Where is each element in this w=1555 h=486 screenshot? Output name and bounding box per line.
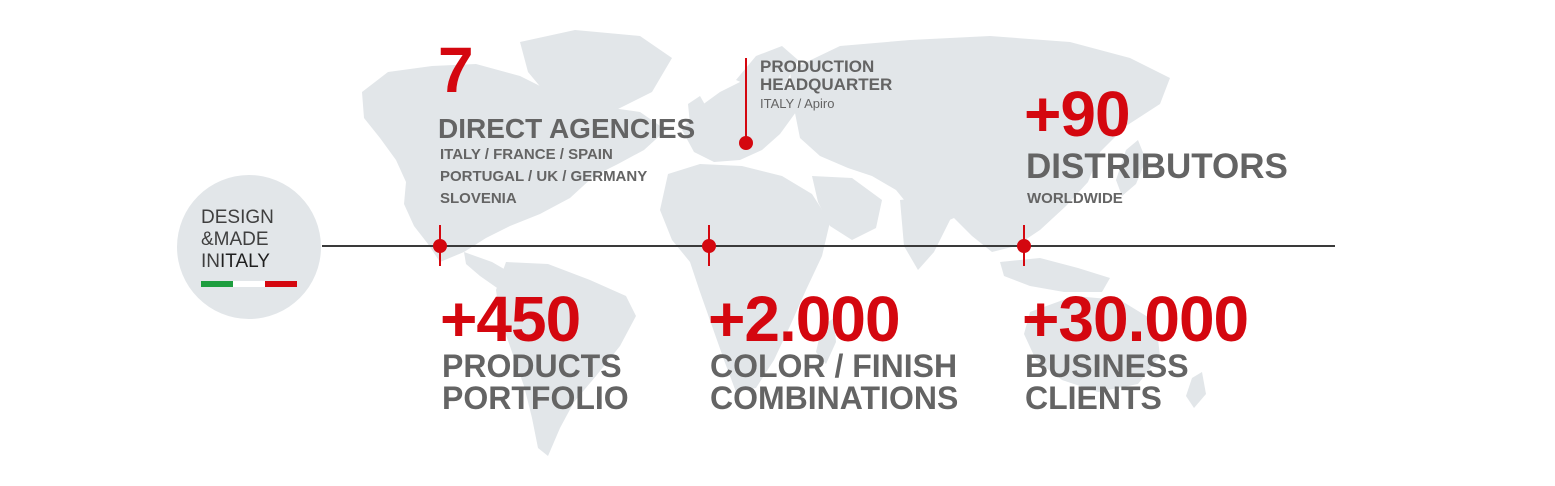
badge-italy: ITALY [220,251,270,272]
combinations-value: +2.000 [708,283,901,355]
badge-line-3: INITALY [201,252,301,271]
distributors-marker-dot [1017,239,1031,253]
products-title-line-1: PRODUCTS [442,348,622,384]
badge-line-2: &MADE [201,229,269,250]
flag-green-stripe [201,281,233,287]
agencies-value: 7 [438,34,474,106]
design-made-in-italy-badge: DESIGN &MADE INITALY [177,175,321,319]
distributors-value: +90 [1024,78,1131,150]
products-value: +450 [440,283,581,355]
agencies-title: DIRECT AGENCIES [438,113,696,144]
combinations-title-line-2: COMBINATIONS [710,380,959,416]
timeline-line [322,245,1335,247]
flag-white-stripe [233,281,265,287]
clients-title-line-2: CLIENTS [1025,380,1162,416]
agencies-countries-line-3: SLOVENIA [440,190,517,207]
agencies-countries-line-1: ITALY / FRANCE / SPAIN [440,146,613,163]
clients-value: +30.000 [1022,283,1249,355]
distributors-subtitle: WORLDWIDE [1027,190,1123,207]
headquarter-title-line-1: PRODUCTION [760,57,875,76]
badge-line-1: DESIGN [201,207,274,228]
badge-in: IN [201,251,220,272]
headquarter-title-line-2: HEADQUARTER [760,75,893,94]
clients-title-line-1: BUSINESS [1025,348,1189,384]
agencies-marker-dot [433,239,447,253]
headquarter-location: ITALY / Apiro [760,96,835,111]
flag-red-stripe [265,281,297,287]
agencies-countries-line-2: PORTUGAL / UK / GERMANY [440,168,648,185]
headquarter-marker-dot [739,136,753,150]
combinations-marker-dot [702,239,716,253]
headquarter-marker-stem [745,58,747,142]
distributors-title: DISTRIBUTORS [1026,147,1288,186]
products-title-line-2: PORTFOLIO [442,380,629,416]
combinations-title-line-1: COLOR / FINISH [710,348,958,384]
